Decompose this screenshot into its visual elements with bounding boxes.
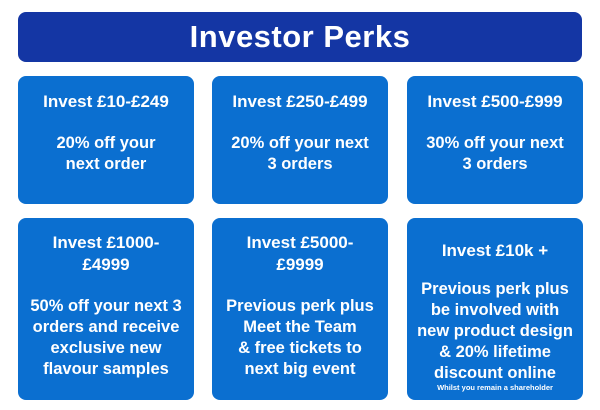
tier-perk: 30% off your next 3 orders (426, 134, 564, 173)
tier-amount: Invest £500-£999 (427, 92, 563, 111)
page-title: Investor Perks (189, 19, 411, 54)
tier-perk: 50% off your next 3 orders and receive exc… (30, 297, 182, 378)
tier-card-10k-plus: Invest £10k + Previous perk plus be invol… (407, 218, 583, 400)
tier-amount: Invest £250-£499 (232, 92, 368, 111)
tier-perk: 20% off your next order (56, 134, 156, 173)
tier-card-250-499: Invest £250-£499 20% off your next 3 orde… (212, 76, 388, 204)
tier-perk: Previous perk plus be involved with new pr… (417, 280, 573, 382)
tier-amount: Invest £10k + (441, 241, 549, 260)
tier-card-5000-9999: Invest £5000- £9999 Previous perk plus Mee… (212, 218, 388, 400)
shareholder-note: Whilst you remain a shareholder (437, 383, 553, 392)
tier-perk: Previous perk plus Meet the Team & free ti… (226, 297, 374, 378)
tier-amount: Invest £1000- £4999 (52, 233, 160, 274)
tier-card-10-249: Invest £10-£249 20% off your next order (18, 76, 194, 204)
tier-card-1000-4999: Invest £1000- £4999 50% off your next 3 or… (18, 218, 194, 400)
tier-perk: 20% off your next 3 orders (231, 134, 369, 173)
tier-amount: Invest £5000- £9999 (246, 233, 354, 274)
tier-amount: Invest £10-£249 (43, 92, 169, 111)
tier-card-500-999: Invest £500-£999 30% off your next 3 orde… (407, 76, 583, 204)
header-banner: Investor Perks (18, 12, 582, 62)
